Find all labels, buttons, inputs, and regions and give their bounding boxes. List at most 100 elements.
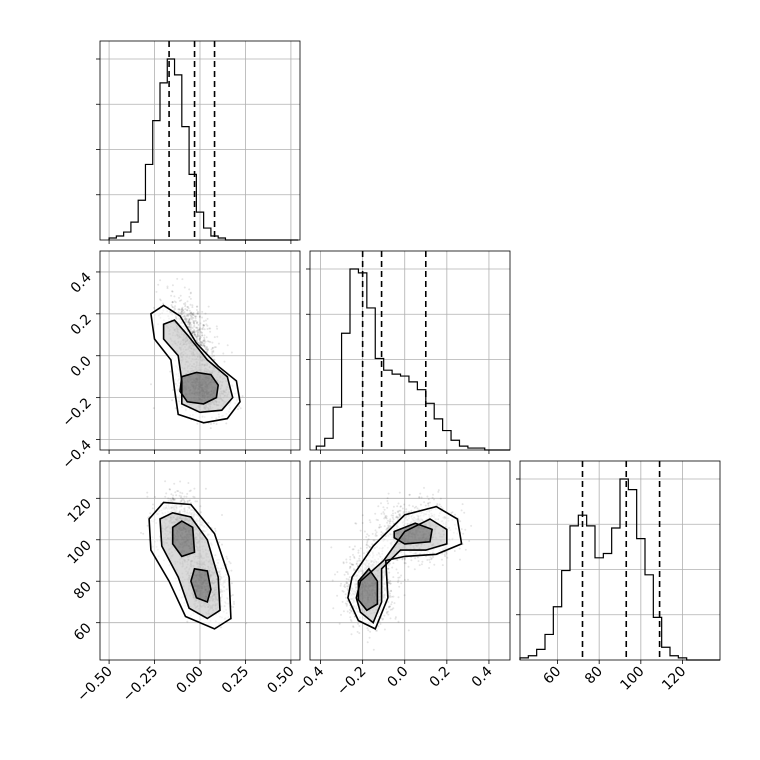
sample-point bbox=[348, 611, 351, 614]
sample-point bbox=[201, 331, 204, 334]
sample-point bbox=[206, 324, 209, 327]
sample-point bbox=[193, 334, 196, 336]
sample-point bbox=[189, 291, 192, 294]
contour-line bbox=[162, 319, 234, 414]
sample-point bbox=[171, 496, 174, 499]
sample-point bbox=[199, 328, 201, 331]
sample-point bbox=[166, 285, 169, 288]
sample-point bbox=[190, 311, 193, 314]
hist-panel-2-ticks bbox=[306, 268, 490, 454]
sample-point bbox=[185, 318, 188, 320]
sample-point bbox=[200, 342, 202, 345]
sample-point bbox=[174, 305, 177, 308]
sample-point bbox=[195, 315, 198, 318]
sample-point bbox=[187, 320, 190, 323]
sample-point bbox=[368, 519, 371, 522]
sample-point bbox=[349, 618, 352, 621]
sample-point bbox=[230, 351, 233, 354]
sample-point bbox=[195, 309, 198, 311]
sample-point bbox=[401, 558, 404, 561]
sample-point bbox=[193, 332, 196, 335]
sample-point bbox=[191, 313, 194, 316]
x-tick-label: 120 bbox=[659, 664, 689, 694]
sample-point bbox=[223, 360, 226, 363]
sample-point bbox=[387, 610, 389, 613]
sample-point bbox=[352, 553, 354, 556]
sample-point bbox=[195, 326, 198, 329]
sample-point bbox=[390, 595, 393, 598]
sample-point bbox=[181, 497, 184, 500]
sample-point bbox=[164, 495, 167, 498]
sample-point bbox=[170, 304, 173, 307]
sample-point bbox=[182, 499, 185, 502]
sample-point bbox=[378, 526, 381, 529]
sample-point bbox=[201, 316, 204, 319]
sample-point bbox=[188, 324, 191, 327]
sample-point bbox=[189, 303, 192, 306]
sample-point bbox=[388, 605, 390, 608]
sample-point bbox=[194, 335, 197, 337]
sample-point bbox=[199, 327, 201, 330]
sample-point bbox=[431, 496, 434, 499]
sample-point bbox=[374, 533, 377, 535]
sample-point bbox=[183, 501, 185, 504]
sample-point bbox=[196, 500, 199, 503]
sample-point bbox=[397, 620, 400, 623]
sample-point bbox=[373, 539, 376, 542]
sample-point bbox=[423, 501, 426, 504]
sample-point bbox=[157, 283, 160, 286]
sample-point bbox=[413, 506, 416, 509]
sample-point bbox=[453, 550, 456, 552]
sample-point bbox=[390, 589, 392, 592]
sample-point bbox=[375, 531, 378, 534]
sample-point bbox=[398, 514, 401, 517]
sample-point bbox=[197, 329, 200, 332]
sample-point bbox=[407, 578, 409, 581]
sample-point bbox=[196, 331, 199, 334]
sample-point bbox=[171, 290, 174, 293]
contour-line bbox=[190, 567, 212, 604]
sample-point bbox=[367, 544, 370, 547]
sample-point bbox=[196, 326, 199, 329]
sample-point bbox=[388, 562, 391, 565]
sample-point bbox=[155, 290, 158, 293]
sample-point bbox=[377, 519, 379, 522]
sample-point bbox=[368, 636, 371, 639]
sample-point bbox=[359, 529, 362, 532]
sample-point bbox=[387, 606, 390, 609]
sample-point bbox=[212, 422, 215, 425]
sample-point bbox=[383, 614, 386, 617]
sample-point bbox=[184, 501, 186, 504]
sample-point bbox=[213, 354, 215, 357]
sample-point bbox=[188, 323, 191, 326]
sample-point bbox=[332, 607, 335, 610]
sample-point bbox=[194, 500, 197, 503]
sample-point bbox=[347, 585, 350, 588]
sample-point bbox=[186, 323, 189, 326]
sample-point bbox=[203, 334, 206, 337]
sample-point bbox=[397, 581, 399, 584]
hist-panel-3-frame bbox=[519, 460, 721, 661]
sample-point bbox=[347, 578, 350, 581]
sample-point bbox=[427, 502, 430, 505]
sample-point bbox=[198, 339, 201, 342]
sample-point bbox=[375, 534, 378, 537]
sample-point bbox=[197, 334, 200, 337]
sample-point bbox=[231, 594, 234, 596]
sample-point bbox=[199, 337, 201, 340]
sample-point bbox=[393, 602, 396, 605]
sample-point bbox=[151, 507, 154, 510]
hist-panel-1-ticks bbox=[96, 58, 292, 244]
sample-point bbox=[358, 559, 361, 562]
sample-point bbox=[430, 557, 433, 560]
hist-panel-2-histogram bbox=[315, 268, 510, 451]
sample-point bbox=[440, 558, 443, 561]
x-tick-label: 60 bbox=[540, 664, 564, 688]
sample-point bbox=[348, 608, 351, 611]
sample-point bbox=[392, 595, 395, 598]
sample-point bbox=[203, 338, 206, 341]
sample-point bbox=[399, 505, 402, 508]
sample-point bbox=[190, 318, 193, 321]
sample-point bbox=[460, 528, 463, 531]
sample-point bbox=[221, 543, 223, 546]
